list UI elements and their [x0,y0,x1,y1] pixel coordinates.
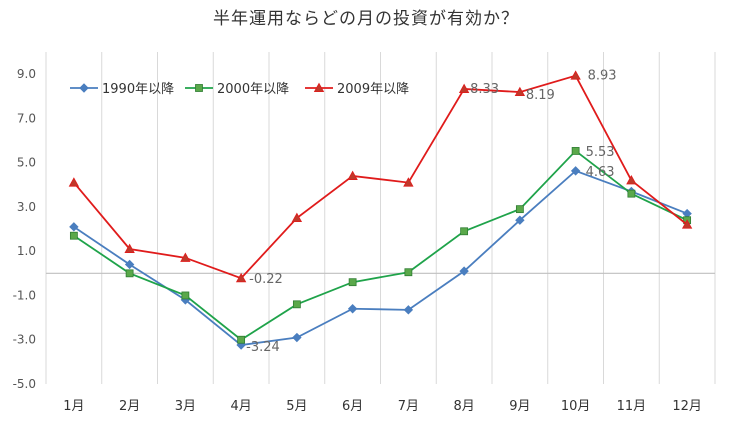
data-point [68,177,80,187]
data-point [181,291,190,300]
data-label: 8.19 [526,88,555,103]
series-line [73,149,688,341]
x-tick-label: 3月 [175,399,196,414]
x-tick-label: 4月 [230,399,251,414]
data-label: 8.33 [470,82,499,97]
x-tick-label: 12月 [672,399,702,414]
y-tick-label: 5.0 [17,156,36,170]
x-tick-label: 6月 [342,399,363,414]
x-tick-label: 8月 [453,399,474,414]
series-line [73,169,688,346]
x-tick-label: 2月 [119,399,140,414]
x-tick-label: 9月 [509,399,530,414]
legend-marker [195,84,203,92]
data-point [460,227,469,236]
y-tick-label: -5.0 [13,377,36,391]
legend-label: 2009年以降 [337,82,409,97]
data-point [348,278,357,287]
legend-label: 1990年以降 [102,82,174,97]
data-point [404,268,413,277]
data-point [458,83,470,93]
data-point [291,212,303,223]
data-point [125,269,134,278]
series-line [73,74,688,280]
data-point [570,70,581,80]
data-point [292,300,301,309]
data-point [292,332,302,343]
data-label: 5.53 [586,145,615,160]
legend-marker [313,82,325,92]
data-point [571,147,580,155]
legend-label: 2000年以降 [217,82,289,97]
data-point [69,222,79,232]
y-tick-label: 3.0 [17,200,36,214]
data-point [626,175,637,185]
data-point [681,219,693,229]
data-point [627,189,636,198]
data-point [124,259,135,270]
x-tick-label: 11月 [617,399,647,414]
y-tick-label: -1.0 [13,288,36,302]
data-point [347,170,358,180]
data-point [180,252,191,262]
data-point [347,304,358,314]
x-tick-label: 7月 [398,399,419,414]
data-point [237,335,246,344]
data-point [515,205,524,214]
data-label: -0.22 [249,272,283,287]
data-point [69,231,78,240]
data-point [235,272,247,283]
x-tick-label: 1月 [63,399,84,414]
y-tick-label: 1.0 [17,244,36,258]
y-tick-label: 7.0 [17,111,36,125]
y-tick-label: -3.0 [13,333,36,347]
data-point [459,266,469,276]
data-point [403,305,414,315]
data-point [124,243,135,253]
data-label: 8.93 [588,69,617,84]
data-point [515,215,525,225]
data-point [403,177,414,187]
y-tick-label: 9.0 [17,67,36,81]
data-point [570,166,581,176]
data-label: 4.63 [586,165,615,180]
data-point [514,86,526,97]
chart-title: 半年運用ならどの月の投資が有効か？ [213,9,519,29]
legend-marker [79,83,89,93]
x-tick-label: 5月 [286,399,307,414]
x-tick-label: 10月 [561,399,591,414]
data-label: -3.24 [246,340,280,355]
